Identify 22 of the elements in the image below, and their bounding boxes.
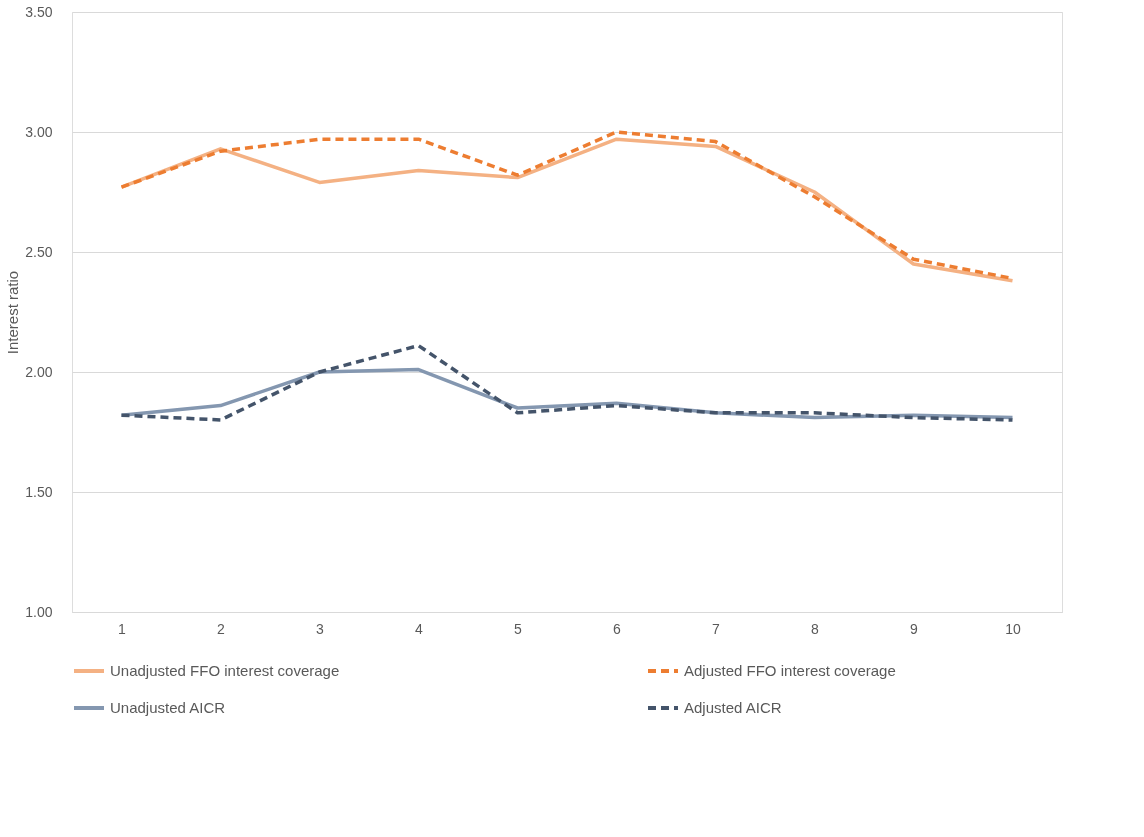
legend-label: Adjusted AICR bbox=[684, 699, 782, 716]
y-tick-label: 2.00 bbox=[25, 363, 53, 380]
x-tick-label: 4 bbox=[415, 620, 424, 637]
y-axis-title: Interest ratio bbox=[4, 270, 22, 355]
x-tick-label: 7 bbox=[712, 620, 721, 637]
line-series bbox=[119, 343, 1015, 422]
y-tick-label: 1.50 bbox=[25, 483, 53, 500]
x-tick-label: 1 bbox=[118, 620, 127, 637]
y-tick-label: 1.00 bbox=[25, 603, 53, 620]
x-tick-label: 9 bbox=[910, 620, 919, 637]
y-tick-label: 3.00 bbox=[25, 123, 53, 140]
x-tick-label: 3 bbox=[316, 620, 325, 637]
x-tick-label: 10 bbox=[1005, 620, 1021, 637]
legend-label: Adjusted FFO interest coverage bbox=[684, 662, 896, 679]
y-tick-label: 2.50 bbox=[25, 243, 53, 260]
legend-label: Unadjusted FFO interest coverage bbox=[110, 662, 340, 679]
legend-label: Unadjusted AICR bbox=[110, 699, 226, 716]
x-tick-label: 2 bbox=[217, 620, 226, 637]
x-tick-label: 5 bbox=[514, 620, 523, 637]
x-tick-label: 6 bbox=[613, 620, 622, 637]
x-tick-label: 8 bbox=[811, 620, 820, 637]
y-tick-label: 3.50 bbox=[25, 3, 53, 20]
